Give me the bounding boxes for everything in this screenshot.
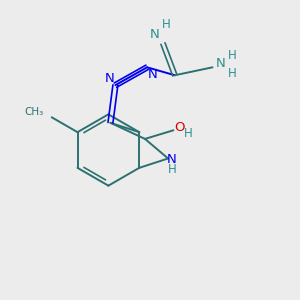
Text: N: N <box>215 57 225 70</box>
Text: H: H <box>168 163 176 176</box>
Text: N: N <box>105 72 114 85</box>
Text: H: H <box>184 127 193 140</box>
Text: H: H <box>228 67 237 80</box>
Text: N: N <box>167 153 177 166</box>
Text: N: N <box>148 68 158 81</box>
Text: H: H <box>162 18 170 31</box>
Text: CH₃: CH₃ <box>25 107 44 117</box>
Text: O: O <box>174 121 184 134</box>
Text: H: H <box>228 49 237 62</box>
Text: N: N <box>150 28 160 41</box>
